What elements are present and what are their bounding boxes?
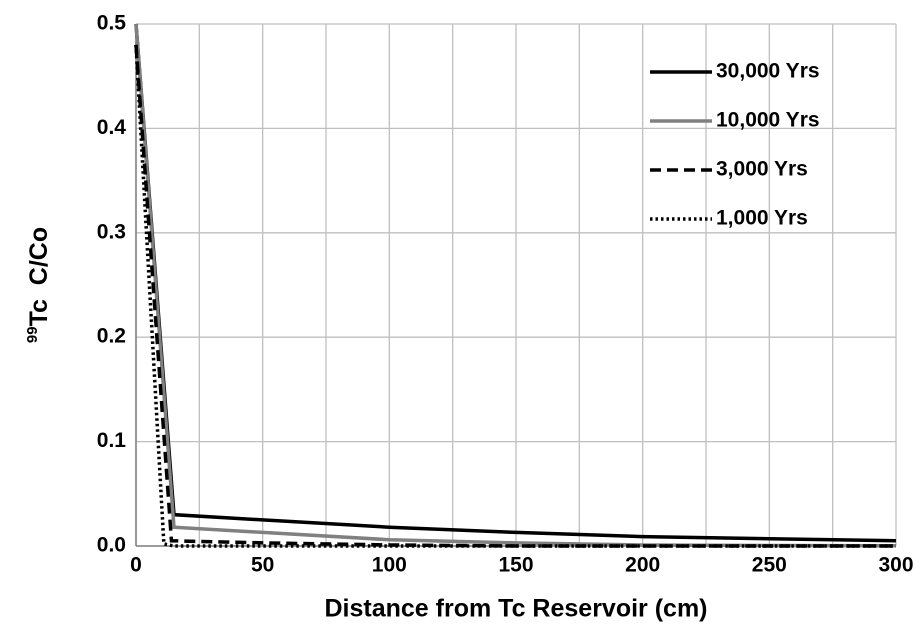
x-tick-label: 100 (372, 554, 407, 577)
series-line (134, 44, 896, 548)
series-line (134, 23, 897, 543)
x-tick-label: 250 (752, 554, 787, 577)
x-tick-label: 0 (130, 554, 142, 577)
y-axis-label: 99Tc C/Co (24, 227, 53, 343)
y-tick-label: 0.1 (97, 429, 127, 452)
y-tick-label: 0.2 (97, 325, 126, 348)
legend-label: 10,000 Yrs (716, 109, 820, 132)
legend-label: 30,000 Yrs (716, 60, 820, 83)
x-axis-label: Distance from Tc Reservoir (cm) (325, 595, 708, 623)
y-tick-label: 0.4 (97, 116, 127, 139)
y-tick-label: 0.5 (97, 12, 127, 35)
x-tick-label: 300 (878, 554, 913, 577)
x-tick-label: 200 (625, 554, 660, 577)
y-tick-label: 0.3 (97, 220, 126, 243)
legend-label: 1,000 Yrs (716, 207, 808, 230)
y-tick-label: 0.0 (97, 534, 126, 557)
legend-label: 3,000 Yrs (716, 158, 808, 181)
y-axis-label-superscript: 99 (24, 326, 41, 343)
x-tick-label: 50 (251, 554, 274, 577)
y-axis-label-text: Tc C/Co (25, 227, 53, 327)
x-tick-label: 150 (498, 554, 533, 577)
